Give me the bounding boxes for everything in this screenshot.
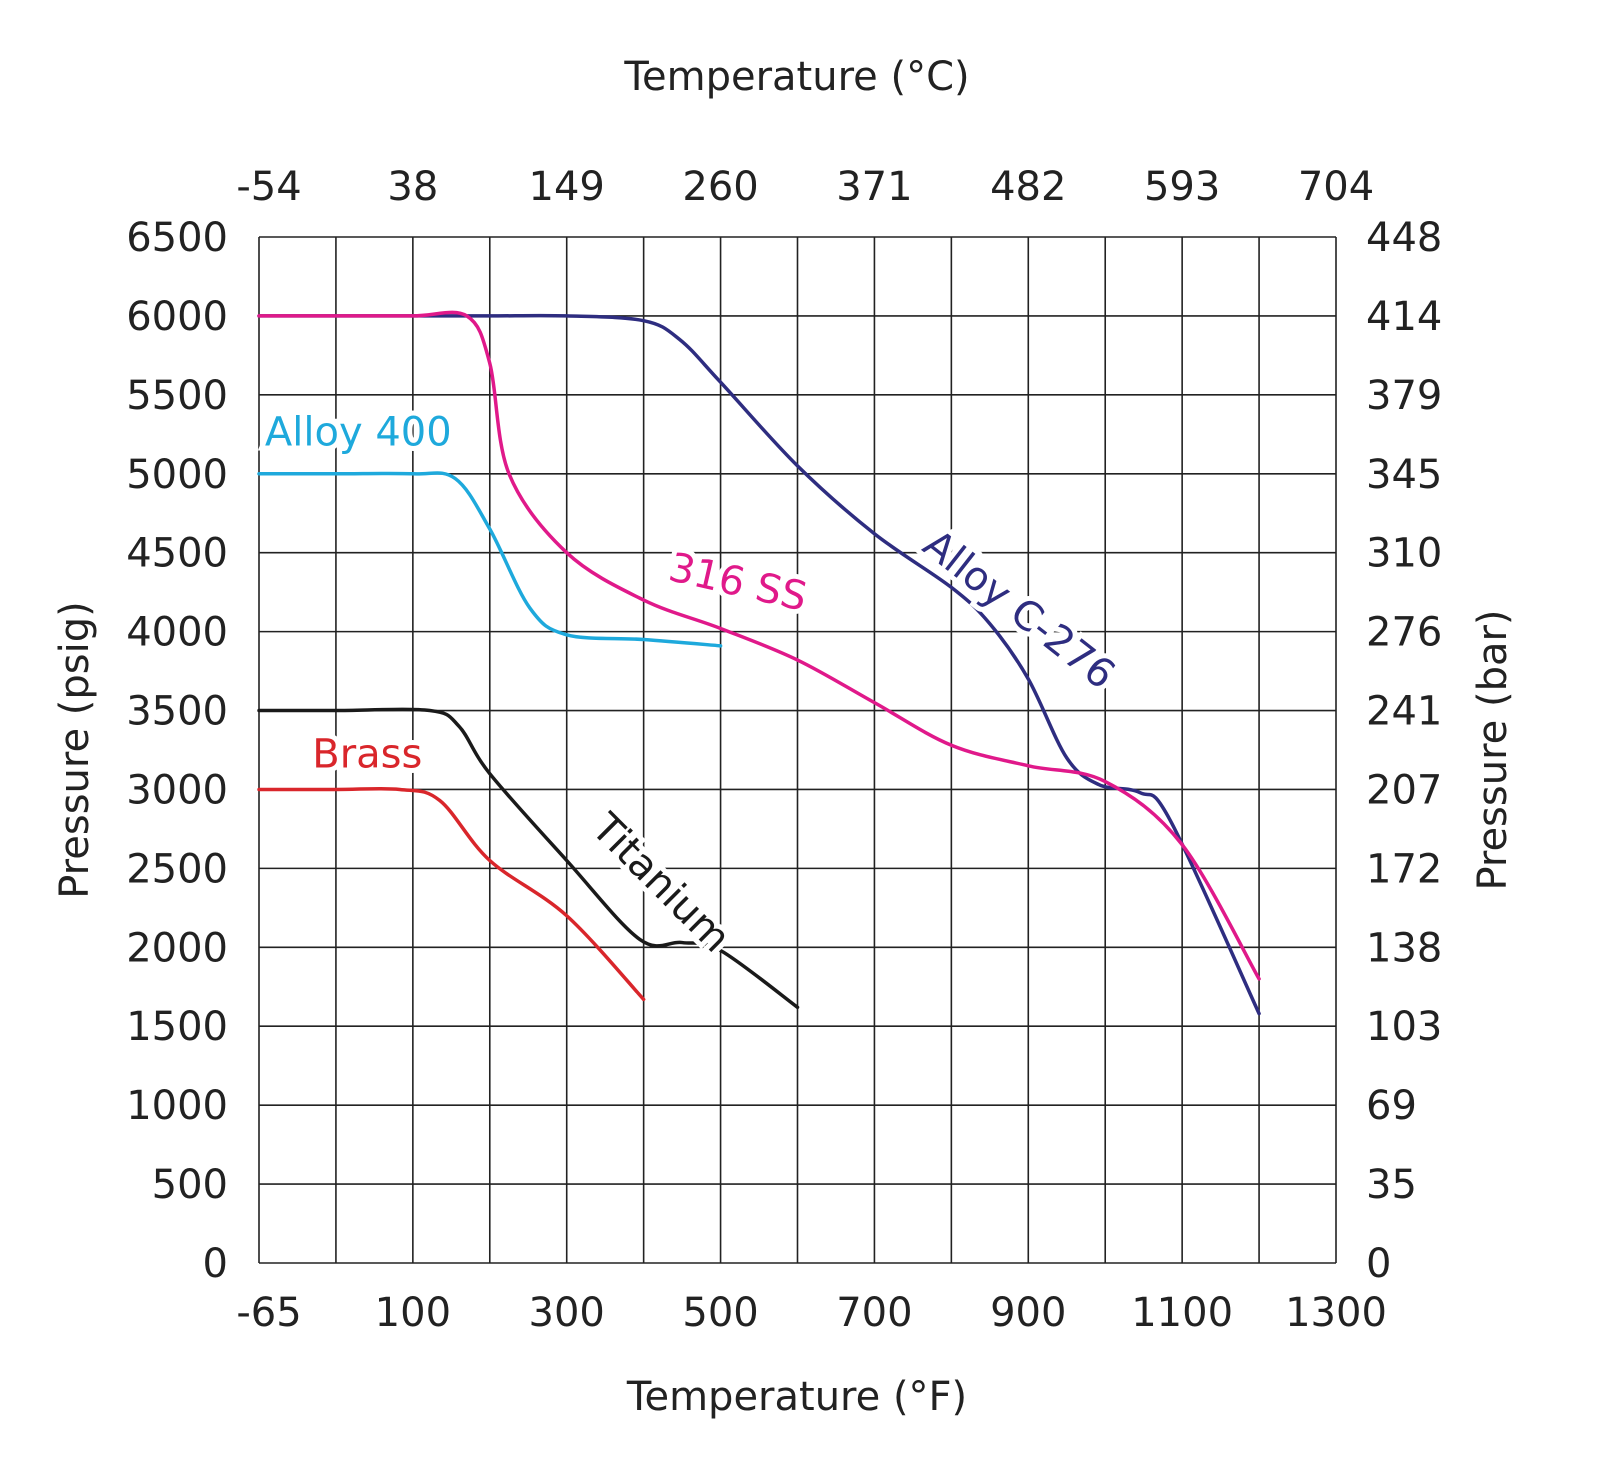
y-tick-label: 5000 [126, 452, 228, 498]
series-line-alloy-400 [257, 471, 723, 648]
y2-tick-label: 379 [1366, 373, 1442, 419]
y2-tick-label: 310 [1366, 531, 1442, 577]
y2-tick-label: 138 [1366, 925, 1442, 971]
x2-tick-label: 38 [387, 164, 438, 210]
series-lines [257, 310, 1261, 1016]
y2-tick-label: 448 [1366, 215, 1442, 261]
y-tick-label: 500 [152, 1162, 228, 1208]
x-tick-label: 1300 [1285, 1290, 1387, 1336]
y-tick-label: 5500 [126, 373, 228, 419]
y-tick-label: 6000 [126, 294, 228, 340]
series-label-alloy-c-276: Alloy C-276 [914, 521, 1123, 698]
x2-tick-label: 260 [682, 164, 758, 210]
y2-tick-label: 35 [1366, 1162, 1417, 1208]
series-label-brass: Brass [312, 731, 422, 777]
x-tick-label: 300 [529, 1290, 605, 1336]
y2-tick-label: 103 [1366, 1004, 1442, 1050]
y2-tick-label: 414 [1366, 294, 1442, 340]
series-line-brass [257, 786, 646, 1002]
x-tick-label: 500 [682, 1290, 758, 1336]
x-axis-title: Temperature (°F) [626, 1374, 967, 1420]
y2-tick-label: 69 [1366, 1083, 1417, 1129]
y2-tick-label: 276 [1366, 610, 1442, 656]
series-label-316-ss: 316 SS [664, 544, 811, 620]
series-line-316-ss [257, 310, 1261, 981]
y-tick-label: 1500 [126, 1004, 228, 1050]
y-tick-label: 4500 [126, 531, 228, 577]
x2-tick-label: 371 [836, 164, 912, 210]
y-tick-label: 0 [203, 1241, 228, 1287]
x-tick-label: 1100 [1131, 1290, 1233, 1336]
x-tick-label: 900 [990, 1290, 1066, 1336]
y2-tick-label: 241 [1366, 689, 1442, 735]
y-tick-label: 6500 [126, 215, 228, 261]
series-label-titanium: Titanium [582, 804, 739, 961]
y-tick-label: 3500 [126, 689, 228, 735]
x-tick-label: -65 [236, 1290, 301, 1336]
y-tick-label: 3000 [126, 767, 228, 813]
series-labels: Alloy C-276 316 SS Alloy 400 Titanium Brass [260, 404, 1128, 966]
x2-tick-label: 482 [990, 164, 1066, 210]
x2-tick-label: 593 [1144, 164, 1220, 210]
y2-tick-label: 207 [1366, 767, 1442, 813]
y2-tick-label: 0 [1366, 1241, 1391, 1287]
y-tick-label: 2500 [126, 846, 228, 892]
x2-tick-label: 704 [1298, 164, 1374, 210]
series-label-alloy-400: Alloy 400 [265, 409, 452, 455]
x2-tick-label: 149 [529, 164, 605, 210]
series-line-alloy-c-276 [257, 313, 1261, 1016]
x-tick-label: 700 [836, 1290, 912, 1336]
series-line-titanium [257, 707, 800, 1010]
grid [258, 236, 1337, 1264]
x2-tick-label: -54 [236, 164, 301, 210]
y-axis-title: Pressure (psig) [52, 601, 98, 898]
y-tick-label: 4000 [126, 610, 228, 656]
y-tick-label: 1000 [126, 1083, 228, 1129]
y-tick-label: 2000 [126, 925, 228, 971]
x2-axis-title: Temperature (°C) [623, 54, 969, 100]
y2-tick-label: 345 [1366, 452, 1442, 498]
y2-tick-label: 172 [1366, 846, 1442, 892]
y2-axis-title: Pressure (bar) [1470, 609, 1516, 890]
x-tick-label: 100 [375, 1290, 451, 1336]
tick-labels: -65 100 300 500 700 900 1100 1300 -54 38 149 260 371… [126, 164, 1442, 1336]
